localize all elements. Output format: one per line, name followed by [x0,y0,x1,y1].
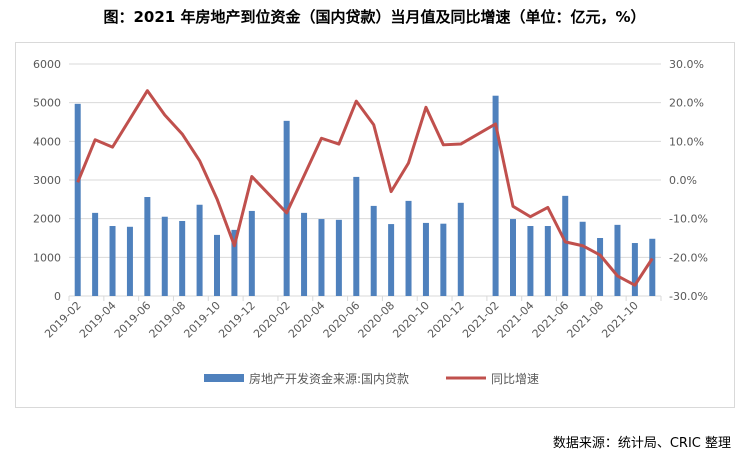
bar [231,229,238,296]
x-tick-label: 2019-02 [42,299,84,341]
bar [510,219,516,296]
x-tick-label: 2019-12 [216,299,258,341]
bar [248,210,255,296]
x-tick-label: 2020-04 [286,299,328,341]
y-left-tick-label: 1000 [33,251,61,264]
y-right-tick-label: 0.0% [669,174,697,187]
bar [544,226,551,296]
y-left-tick-label: 4000 [33,135,61,148]
y-left-tick-label: 0 [54,290,61,303]
x-tick-label: 2019-04 [77,299,119,341]
y-right-tick-label: -30.0% [669,290,708,303]
y-right-tick-label: 30.0% [669,58,704,71]
x-tick-label: 2021-02 [460,299,502,341]
chart: 0 1000 2000 3000 4000 5000 6000 -30.0% -20.0% -10… [33,58,708,386]
bar [283,120,290,296]
bar [370,205,377,296]
legend-bar-swatch [204,374,244,382]
y-right-tick-label: -10.0% [669,213,708,226]
bar [597,238,604,296]
chart-title: 图：2021 年房地产到位资金（国内贷款）当月值及同比增速（单位：亿元，%） [103,8,646,26]
bar [126,226,133,296]
legend-bar-label: 房地产开发资金来源:国内贷款 [249,371,409,386]
bar [388,224,395,296]
chart-frame: 0 1000 2000 3000 4000 5000 6000 -30.0% -20.0% -10… [15,42,735,408]
x-tick-label: 2021-06 [530,299,572,341]
x-tick-label: 2019-06 [112,299,154,341]
bar [527,226,534,296]
y-right-tick-label: 20.0% [669,97,704,110]
bar [649,238,656,296]
bar [335,219,342,296]
bar [144,197,151,296]
x-tick-label: 2020-06 [321,299,363,341]
bar [301,212,308,296]
x-tick-label: 2021-04 [495,299,537,341]
bar [631,243,638,296]
bar [614,224,621,296]
source-note: 数据来源：统计局、CRIC 整理 [552,436,731,451]
y-left-tick-label: 5000 [33,97,61,110]
bar [74,103,81,297]
bar [440,223,447,296]
bar [492,95,499,296]
bar [579,221,586,296]
bar [422,222,429,296]
y-left-tick-label: 2000 [33,213,61,226]
x-tick-label: 2020-02 [251,299,293,341]
bar [92,212,99,296]
bar [405,200,412,296]
y-left-tick-label: 6000 [33,58,61,71]
bar [179,220,186,296]
x-tick-label: 2019-10 [181,299,223,341]
y-right-tick-label: -20.0% [669,251,708,264]
bar [109,226,116,296]
x-tick-label: 2021-08 [564,299,606,341]
bar [196,204,203,296]
legend-line-label: 同比增速 [491,372,539,386]
x-tick-label: 2020-12 [425,299,467,341]
bar [457,202,464,296]
x-tick-label: 2020-10 [390,299,432,341]
y-left-tick-label: 3000 [33,174,61,187]
x-tick-label: 2020-08 [356,299,398,341]
bar [562,195,569,296]
y-right-tick-label: 10.0% [669,135,704,148]
bar [161,216,168,296]
growth-line [76,89,654,287]
bar [214,234,220,296]
bar [353,176,360,296]
bar [318,219,325,296]
x-tick-label: 2019-08 [147,299,189,341]
x-tick-label: 2021-10 [599,299,641,341]
